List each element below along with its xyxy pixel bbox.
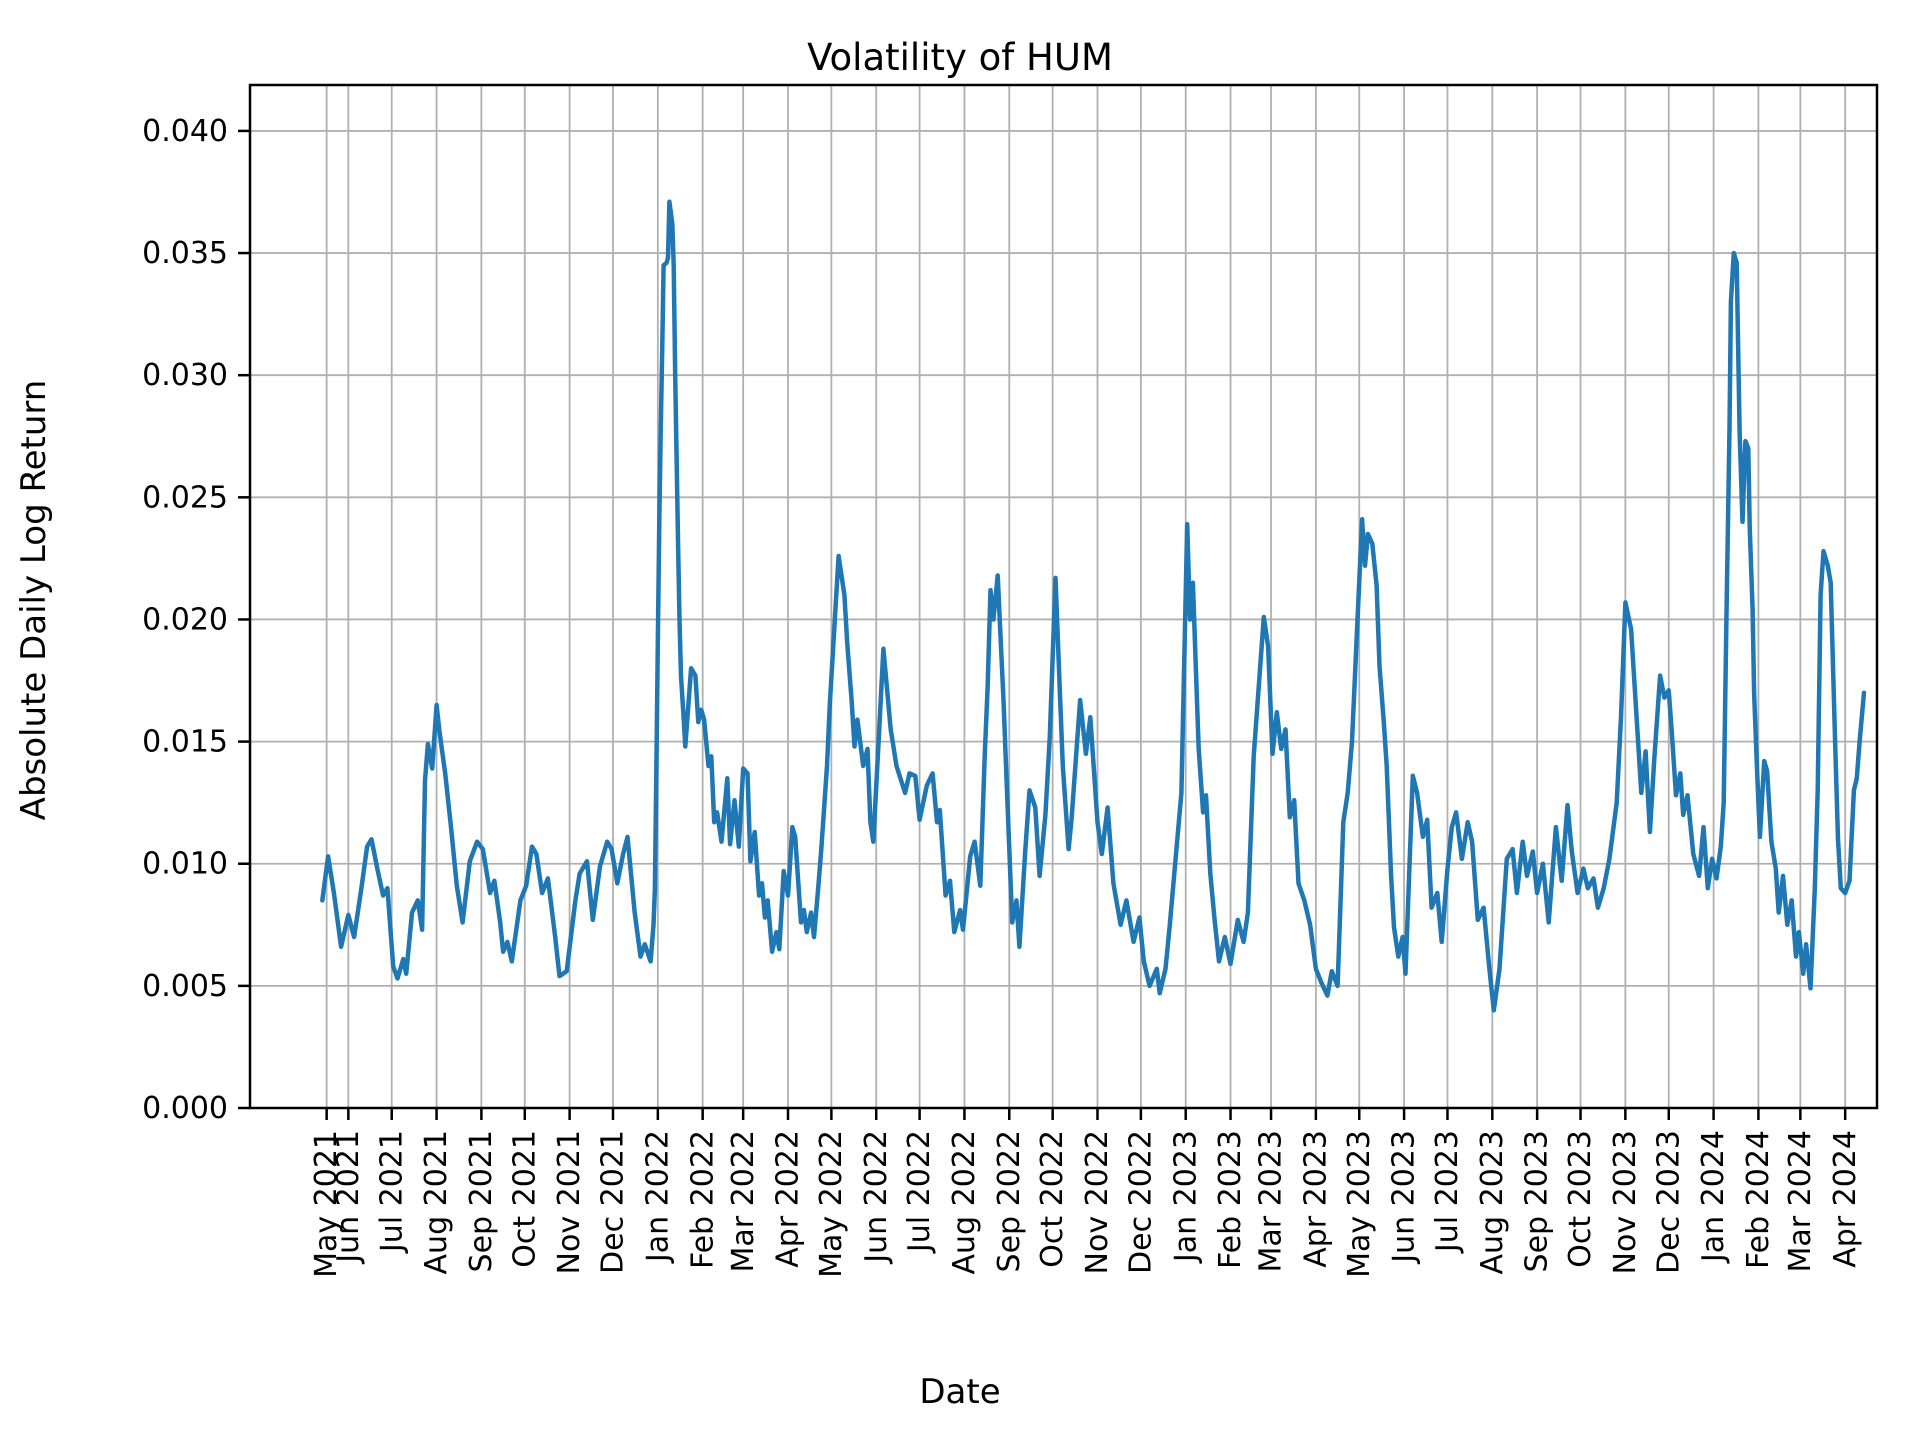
x-tick-label: Feb 2024	[1741, 1130, 1776, 1269]
x-tick-label: Jul 2021	[374, 1130, 409, 1254]
x-tick-label: Feb 2023	[1213, 1130, 1248, 1269]
x-tick-label: Jan 2022	[640, 1130, 675, 1264]
x-tick-label: Oct 2022	[1035, 1130, 1070, 1268]
x-tick-label: Nov 2022	[1080, 1130, 1115, 1274]
x-tick-label: Feb 2022	[685, 1130, 720, 1269]
y-tick-label: 0.025	[142, 480, 228, 515]
x-tick-label: Aug 2023	[1475, 1130, 1510, 1274]
x-tick-label: Aug 2021	[419, 1130, 454, 1274]
x-tick-label: Dec 2021	[596, 1130, 631, 1274]
x-tick-label: Nov 2021	[552, 1130, 587, 1274]
x-tick-label: Apr 2023	[1298, 1130, 1333, 1268]
x-tick-label: May 2022	[814, 1130, 849, 1278]
y-tick-label: 0.010	[142, 847, 228, 882]
x-tick-label: Jul 2022	[902, 1130, 937, 1254]
axes-spines	[248, 83, 1879, 1110]
x-tick-label: Sep 2021	[464, 1130, 499, 1272]
x-tick-label: Jan 2024	[1696, 1130, 1731, 1264]
y-tick-label: 0.035	[142, 236, 228, 271]
x-tick-label: Nov 2023	[1608, 1130, 1643, 1274]
x-tick-label: Jun 2023	[1387, 1130, 1422, 1265]
volatility-line	[320, 199, 1867, 1013]
y-tick-label: 0.000	[142, 1091, 228, 1126]
x-tick-label: Oct 2023	[1563, 1130, 1598, 1268]
plot-area	[250, 85, 1877, 1108]
y-tick-label: 0.020	[142, 602, 228, 637]
x-tick-label: Aug 2022	[947, 1130, 982, 1274]
chart-title: Volatility of HUM	[807, 36, 1113, 79]
x-tick-label: Mar 2022	[726, 1130, 761, 1273]
x-tick-label: Mar 2023	[1254, 1130, 1289, 1273]
x-tick-label: Jul 2023	[1430, 1130, 1465, 1254]
y-tick-label: 0.015	[142, 725, 228, 760]
x-tick-label: Jun 2021	[331, 1130, 366, 1265]
x-axis-label: Date	[919, 1372, 1001, 1412]
x-tick-label: Mar 2024	[1783, 1130, 1818, 1273]
y-tick-label: 0.005	[142, 969, 228, 1004]
x-tick-label: Sep 2023	[1520, 1130, 1555, 1272]
x-tick-label: Oct 2021	[507, 1130, 542, 1268]
x-tick-label: Dec 2023	[1651, 1130, 1686, 1274]
x-tick-label: Sep 2022	[992, 1130, 1027, 1272]
x-tick-label: Jun 2022	[859, 1130, 894, 1265]
x-tick-label: May 2023	[1342, 1130, 1377, 1278]
x-tick-label: May 2021	[309, 1130, 344, 1278]
x-tick-label: Apr 2022	[771, 1130, 806, 1268]
x-tick-label: Apr 2024	[1828, 1130, 1863, 1268]
y-tick-label: 0.040	[142, 114, 228, 149]
x-tick-label: Dec 2022	[1123, 1130, 1158, 1274]
y-tick-label: 0.030	[142, 358, 228, 393]
y-axis-label: Absolute Daily Log Return	[14, 379, 54, 821]
x-tick-label: Jan 2023	[1168, 1130, 1203, 1264]
